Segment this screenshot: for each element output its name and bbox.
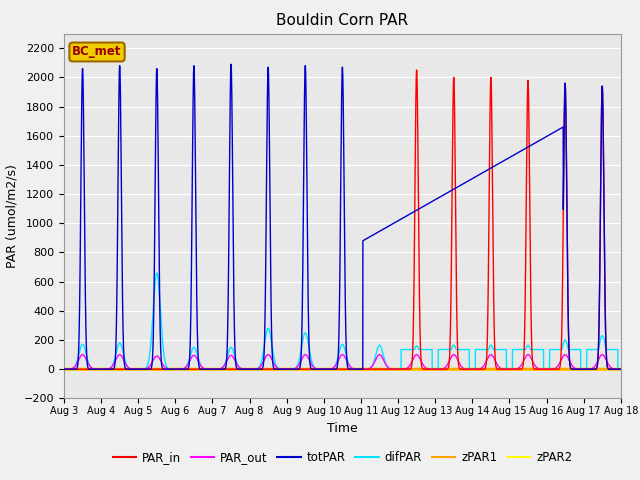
PAR_in xyxy=(616,366,624,372)
PAR_in xyxy=(60,366,68,372)
Title: Bouldin Corn PAR: Bouldin Corn PAR xyxy=(276,13,408,28)
PAR_in xyxy=(160,366,168,372)
zPAR2 xyxy=(499,366,506,372)
zPAR1 xyxy=(616,366,624,372)
difPAR xyxy=(436,347,444,352)
zPAR1 xyxy=(60,366,68,372)
PAR_in xyxy=(617,366,625,372)
PAR_out xyxy=(60,366,68,372)
zPAR2 xyxy=(60,366,68,372)
PAR_out xyxy=(467,366,475,372)
difPAR xyxy=(153,270,161,276)
totPAR xyxy=(436,194,444,200)
zPAR2 xyxy=(322,366,330,372)
totPAR xyxy=(617,366,625,372)
PAR_out xyxy=(617,366,625,372)
PAR_in xyxy=(436,366,444,372)
PAR_in xyxy=(467,366,475,372)
Text: BC_met: BC_met xyxy=(72,46,122,59)
Y-axis label: PAR (umol/m2/s): PAR (umol/m2/s) xyxy=(5,164,18,268)
totPAR xyxy=(160,366,168,372)
zPAR2 xyxy=(616,366,624,372)
Line: difPAR: difPAR xyxy=(64,273,621,369)
PAR_in xyxy=(413,67,420,73)
PAR_out xyxy=(616,366,624,372)
Line: PAR_out: PAR_out xyxy=(64,355,621,369)
zPAR1 xyxy=(160,366,168,372)
difPAR xyxy=(617,366,625,372)
zPAR2 xyxy=(617,366,625,372)
zPAR1 xyxy=(436,366,444,372)
zPAR2 xyxy=(467,366,475,372)
totPAR xyxy=(499,158,507,164)
difPAR xyxy=(322,366,330,372)
PAR_out xyxy=(499,366,507,372)
PAR_out xyxy=(322,366,330,372)
PAR_out xyxy=(436,366,444,372)
PAR_in xyxy=(499,366,507,372)
difPAR xyxy=(616,366,624,372)
X-axis label: Time: Time xyxy=(327,421,358,434)
zPAR1 xyxy=(322,366,330,372)
Line: totPAR: totPAR xyxy=(64,64,621,369)
zPAR1 xyxy=(467,366,475,372)
difPAR xyxy=(160,353,168,359)
totPAR xyxy=(616,366,624,372)
difPAR xyxy=(60,366,68,372)
totPAR xyxy=(322,366,330,372)
difPAR xyxy=(499,347,507,352)
totPAR xyxy=(227,61,235,67)
PAR_in xyxy=(322,366,330,372)
Legend: PAR_in, PAR_out, totPAR, difPAR, zPAR1, zPAR2: PAR_in, PAR_out, totPAR, difPAR, zPAR1, … xyxy=(108,446,577,468)
difPAR xyxy=(467,366,475,372)
PAR_out xyxy=(160,363,168,369)
zPAR1 xyxy=(499,366,506,372)
totPAR xyxy=(60,366,68,372)
Line: PAR_in: PAR_in xyxy=(64,70,621,369)
totPAR xyxy=(467,177,475,182)
zPAR2 xyxy=(160,366,168,372)
zPAR2 xyxy=(436,366,444,372)
zPAR1 xyxy=(617,366,625,372)
PAR_out xyxy=(79,352,86,358)
